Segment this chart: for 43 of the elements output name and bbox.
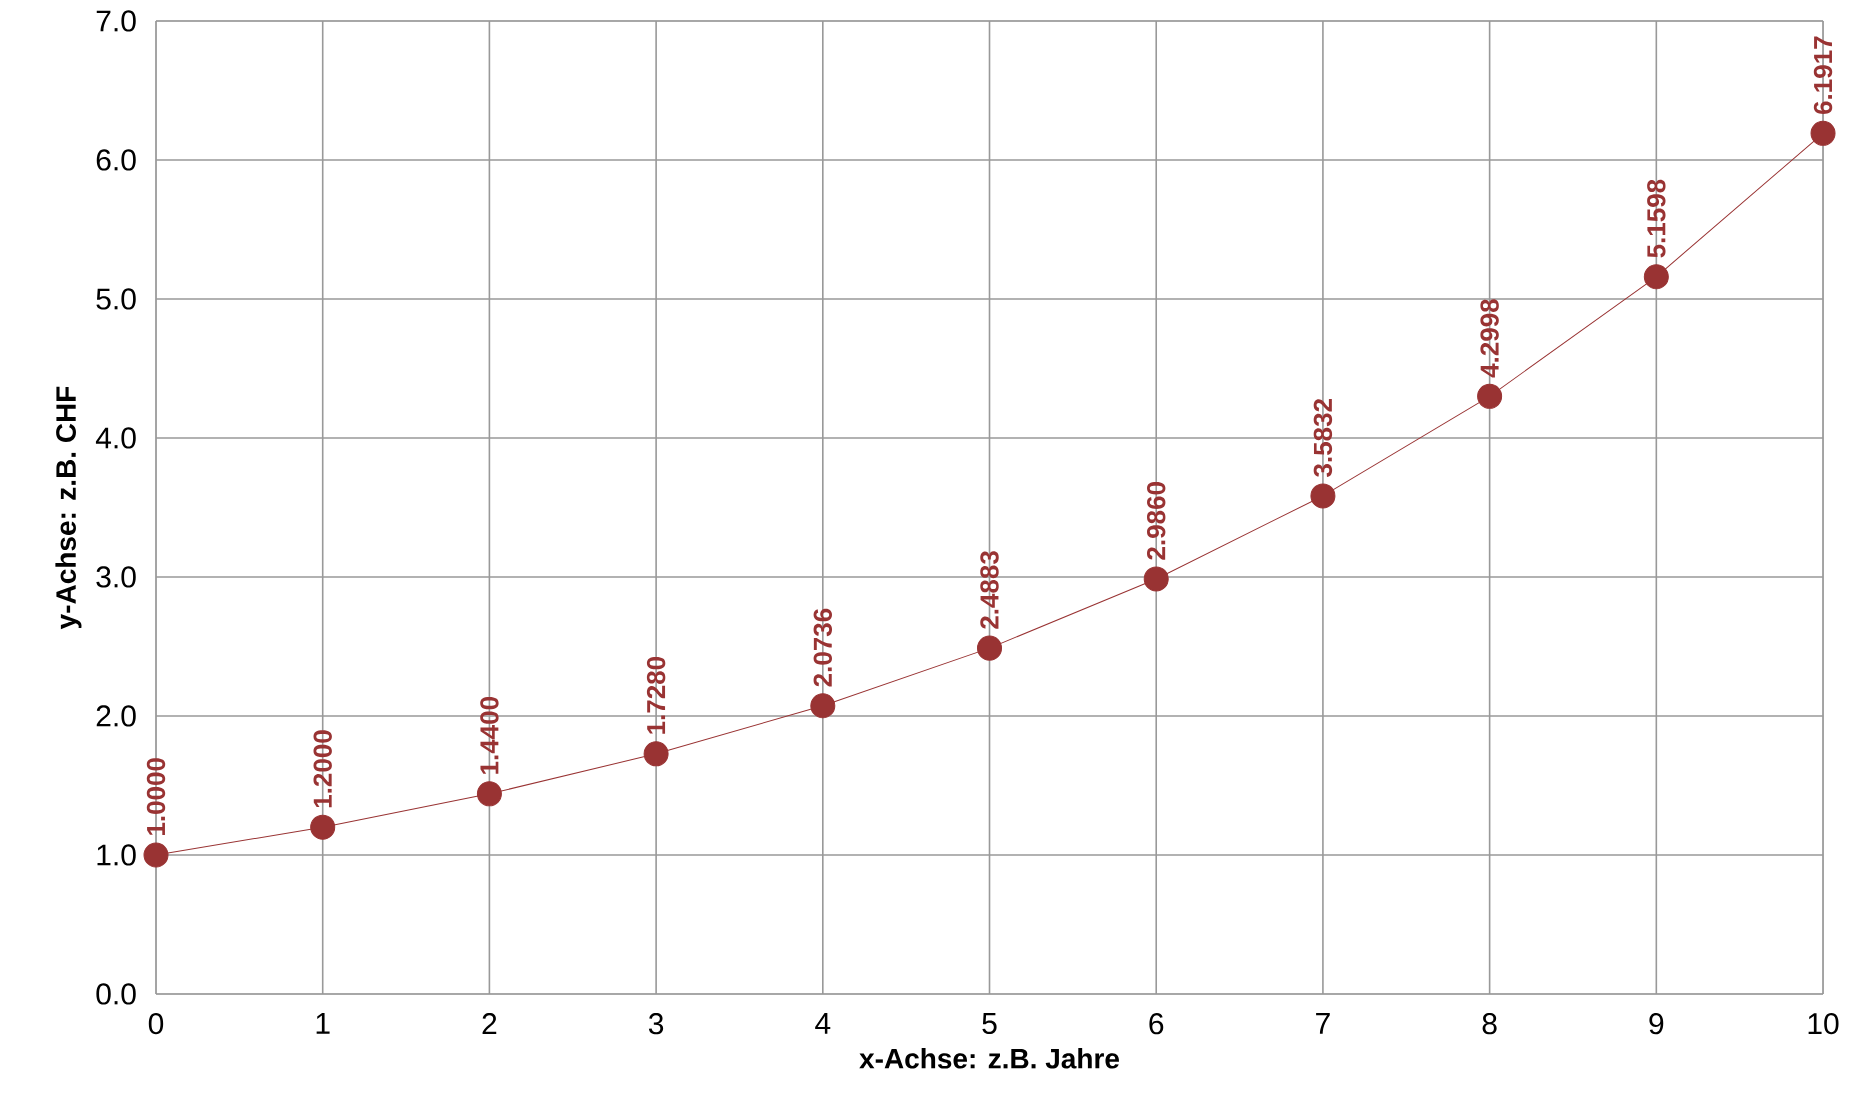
- point: [143, 842, 169, 868]
- x-axis-title: x-Achse: z.B. Jahre: [859, 1048, 1119, 1069]
- data-label: 1.2000: [313, 730, 332, 808]
- y-tick-label: 4.0: [95, 427, 136, 449]
- x-tick-label: 7: [1316, 1013, 1330, 1034]
- point: [310, 814, 336, 840]
- x-tick-label: 2: [482, 1013, 497, 1035]
- x-tick-label: 8: [1482, 1013, 1497, 1035]
- point: [1143, 566, 1169, 592]
- y-tick-label: 2.0: [96, 705, 136, 727]
- data-label: 2.9860: [1147, 482, 1166, 560]
- point: [643, 741, 669, 767]
- y-tick-label: 6.0: [96, 149, 136, 171]
- y-tick-label: 1.0: [97, 844, 136, 866]
- y-tick-label: 0.0: [96, 983, 136, 1005]
- x-tick-label: 10: [1808, 1013, 1839, 1035]
- point: [1810, 120, 1836, 146]
- y-tick-label: 7.0: [96, 10, 136, 32]
- data-label: 5.1598: [1647, 179, 1666, 258]
- data-label: 2.0736: [813, 608, 833, 687]
- data-label: 3.5832: [1313, 399, 1333, 477]
- x-tick-label: 0: [148, 1013, 164, 1035]
- point: [1477, 383, 1503, 409]
- point: [1643, 264, 1669, 290]
- y-axis-title: y-Achse: z.B. CHF: [55, 386, 82, 630]
- y-tick-label: 5.0: [96, 288, 136, 310]
- data-label: 4.2998: [1480, 299, 1499, 378]
- data-label: 2.4883: [980, 551, 999, 629]
- x-tick-label: 3: [648, 1013, 664, 1035]
- x-tick-label: 9: [1649, 1013, 1664, 1035]
- x-tick-label: 4: [815, 1013, 831, 1034]
- point: [1310, 483, 1336, 509]
- data-label: 1.7280: [646, 656, 666, 734]
- x-tick-label: 1: [316, 1013, 330, 1034]
- point: [810, 693, 836, 719]
- y-tick-label: 3.0: [96, 566, 136, 588]
- data-label: 1.0000: [146, 758, 166, 835]
- point: [476, 781, 502, 807]
- x-tick-label: 5: [982, 1013, 997, 1034]
- point: [977, 635, 1003, 661]
- x-tick-label: 6: [1149, 1013, 1164, 1035]
- data-label: 6.1917: [1813, 36, 1833, 115]
- data-label: 1.4400: [480, 696, 499, 774]
